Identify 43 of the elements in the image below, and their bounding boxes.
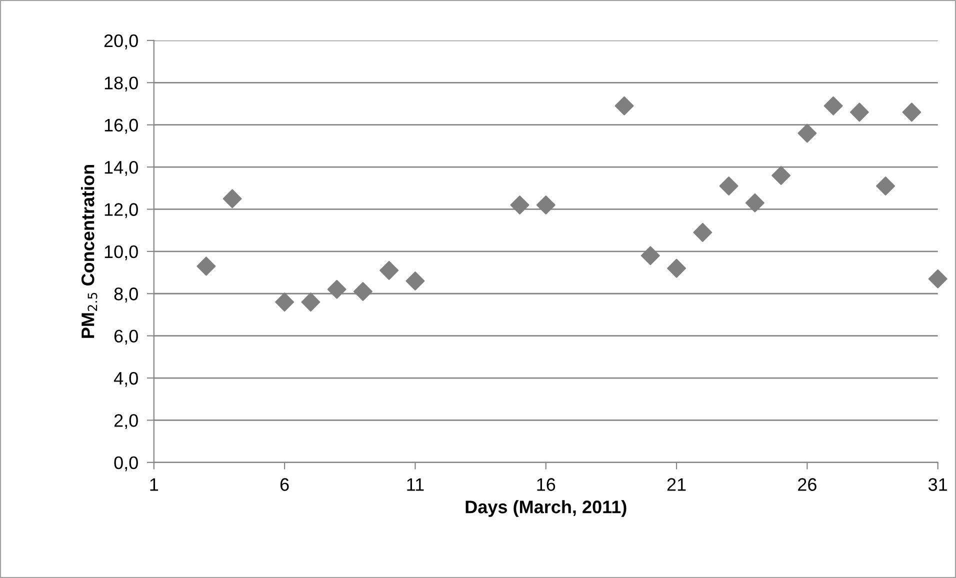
- point: [196, 256, 216, 276]
- point: [614, 96, 634, 116]
- point: [745, 193, 764, 212]
- x-axis-title: Days (March, 2011): [466, 500, 626, 517]
- x-tick-label: 31: [928, 478, 947, 491]
- point: [301, 292, 320, 312]
- point: [902, 102, 922, 122]
- y-tick-label: 8,0: [114, 288, 138, 302]
- point: [406, 271, 425, 290]
- y-tick-label: 12,0: [104, 203, 138, 218]
- x-tick-label: 11: [407, 478, 424, 491]
- y-tick-label: 20,0: [104, 34, 138, 50]
- point: [693, 222, 712, 242]
- y-tick-label: 2,0: [114, 414, 138, 430]
- point: [536, 196, 556, 214]
- point: [640, 246, 660, 266]
- x-tick-label: 21: [667, 478, 686, 491]
- y-tick-label: 10,0: [104, 245, 138, 260]
- point: [928, 269, 948, 288]
- x-tick-label: 16: [537, 478, 556, 491]
- point: [876, 176, 896, 196]
- point: [667, 258, 686, 278]
- point: [353, 282, 372, 301]
- point: [719, 176, 738, 196]
- point: [850, 102, 869, 122]
- point: [222, 189, 242, 208]
- y-tick-label: 18,0: [104, 76, 138, 92]
- x-tick-label: 26: [798, 478, 816, 491]
- y-tick-label: 16,0: [104, 118, 138, 134]
- x-tick-label: 6: [280, 478, 289, 491]
- y-tick-label: 14,0: [104, 160, 138, 176]
- x-tick-label: 1: [150, 478, 158, 491]
- y-tick-label: 4,0: [114, 372, 138, 387]
- y-tick-label: 0,0: [114, 456, 138, 472]
- point: [798, 124, 817, 143]
- y-axis-title: PM$_{2.5}$ Concentration: [81, 164, 98, 338]
- point: [275, 292, 294, 312]
- point: [824, 96, 843, 116]
- point: [772, 166, 791, 185]
- y-tick-label: 6,0: [114, 330, 138, 345]
- point: [510, 196, 530, 214]
- point: [327, 280, 346, 299]
- point: [380, 260, 399, 280]
